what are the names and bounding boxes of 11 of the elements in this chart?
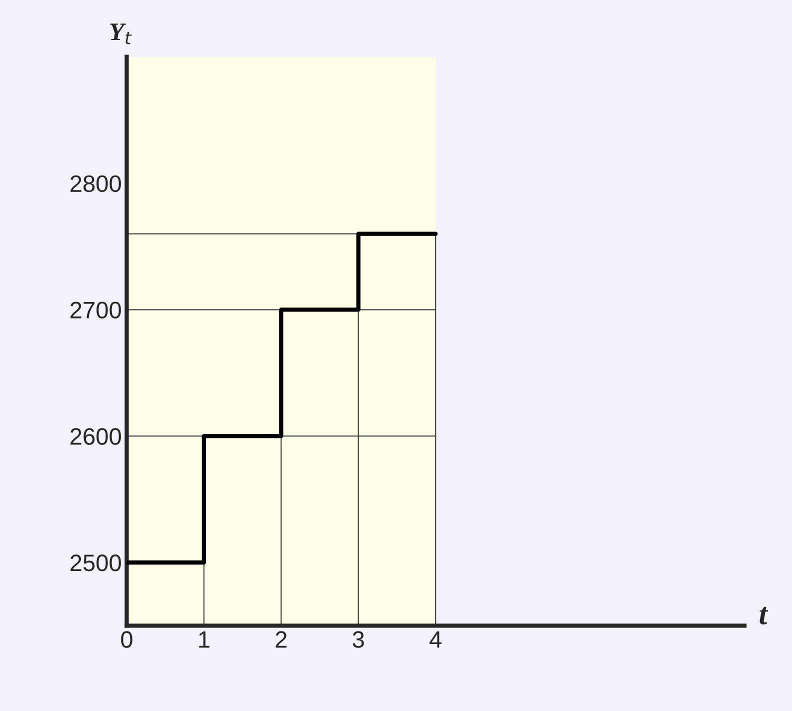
x-tick-label: 4 xyxy=(430,631,442,648)
y-tick-label: 2700 xyxy=(70,302,121,318)
y-tick-label: 2500 xyxy=(70,554,121,572)
x-tick-label: 0 xyxy=(121,631,132,648)
y-axis-title: Y$_{t}$ xyxy=(110,24,132,44)
x-axis-title: t xyxy=(760,606,768,624)
y-tick-label: 2600 xyxy=(70,428,121,445)
x-tick-label: 1 xyxy=(199,631,210,648)
x-tick-label: 3 xyxy=(352,631,364,648)
y-tick-label: 2800 xyxy=(70,175,121,192)
x-tick-label: 2 xyxy=(276,631,287,648)
